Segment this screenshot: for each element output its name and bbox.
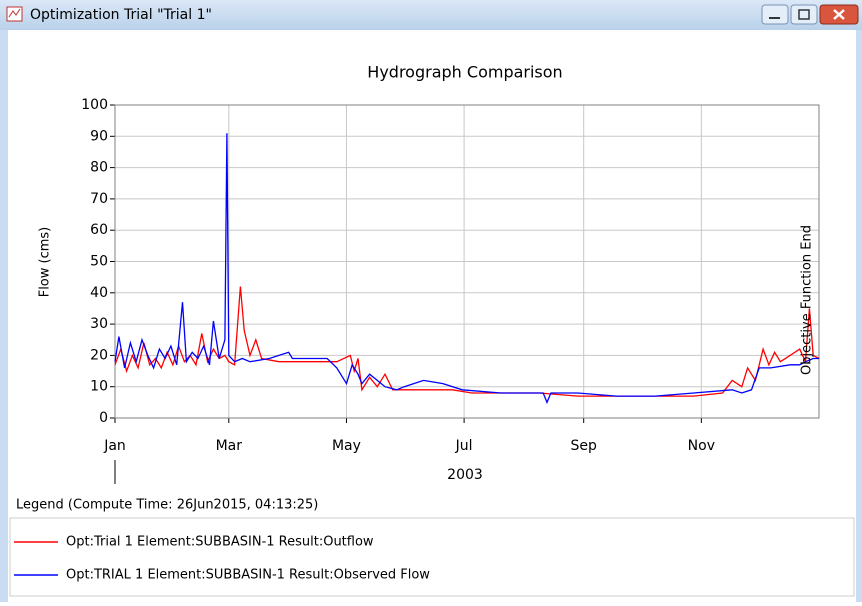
x-tick-label: Jul [455, 438, 473, 454]
window-title: Optimization Trial "Trial 1" [30, 7, 212, 23]
series-line [114, 286, 820, 397]
x-tick-label: Jan [103, 438, 126, 454]
y-tick-label: 60 [90, 222, 108, 238]
y-tick-label: 50 [90, 254, 108, 270]
maximize-button[interactable] [790, 4, 818, 25]
icon-glyph [8, 8, 21, 18]
y-tick-label: 40 [90, 285, 108, 301]
x-tick-label: Nov [688, 438, 715, 454]
y-tick-label: 100 [81, 97, 108, 113]
series-line [114, 133, 819, 405]
x-tick-label: Mar [216, 438, 243, 454]
legend-label: Opt:TRIAL 1 Element:SUBBASIN-1 Result:Ob… [66, 568, 430, 583]
x-tick-label: Sep [570, 438, 597, 454]
x-tick-label: May [332, 438, 361, 454]
close-glyph [833, 9, 845, 20]
y-tick-label: 10 [90, 379, 108, 395]
window-icon [6, 6, 23, 22]
legend-title: Legend (Compute Time: 26Jun2015, 04:13:2… [16, 498, 318, 513]
y-tick-label: 90 [90, 128, 108, 144]
y-tick-label: 70 [90, 191, 108, 207]
y-tick-label: 30 [90, 316, 108, 332]
chart-title: Hydrograph Comparison [367, 63, 562, 82]
plot-border [114, 104, 820, 419]
y-tick-label: 80 [90, 160, 108, 176]
annotation: Objective Function End [800, 225, 815, 375]
legend-box [9, 517, 855, 597]
x-axis-label: 2003 [447, 467, 483, 483]
minimize-button[interactable] [761, 4, 789, 25]
y-axis-label: Flow (cms) [38, 227, 53, 298]
client-area [8, 30, 856, 602]
maximize-glyph [798, 9, 810, 20]
y-tick-label: 20 [90, 347, 108, 363]
y-tick-label: 0 [99, 410, 108, 426]
title-bar [0, 0, 862, 30]
legend-label: Opt:Trial 1 Element:SUBBASIN-1 Result:Ou… [66, 535, 374, 550]
